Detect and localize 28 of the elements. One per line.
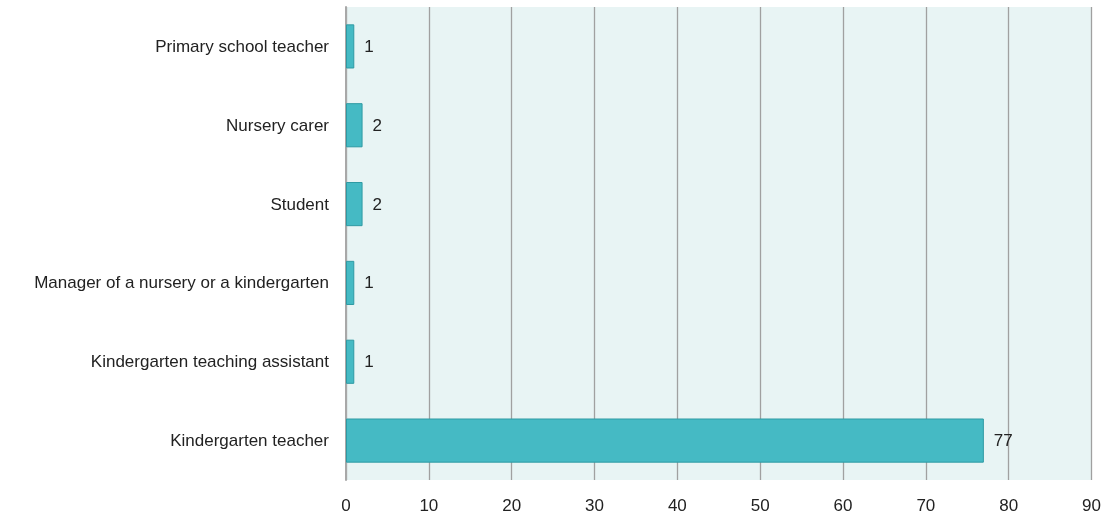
bar [346,339,355,384]
x-tick-label: 30 [585,496,604,515]
data-label: 77 [993,431,1013,451]
x-tick-label: 20 [502,496,522,515]
bar [346,103,363,148]
bar [346,418,984,463]
bar [346,260,355,305]
x-tick-label: 0 [341,496,351,515]
y-tick-label: Kindergarten teaching assistant [90,352,330,372]
data-label: 1 [364,36,374,56]
x-tick-label: 70 [916,496,936,515]
bar [346,24,355,69]
data-label: 1 [364,352,374,372]
x-tick-label: 40 [667,496,687,515]
data-label: 2 [372,194,383,214]
x-tick-label: 50 [750,496,770,515]
x-tick-label: 10 [419,496,439,515]
y-tick-label: Nursery carer [226,115,330,135]
y-tick-label: Student [270,194,330,214]
x-tick-label: 60 [833,496,853,515]
data-label: 1 [364,273,374,293]
x-tick-label: 90 [1082,496,1102,515]
y-tick-label: Manager of a nursery or a kindergarten [34,273,329,293]
bar [346,182,363,227]
y-tick-label: Kindergarten teacher [170,431,330,451]
y-tick-label: Primary school teacher [155,36,330,56]
x-tick-label: 80 [999,496,1019,515]
data-label: 2 [372,115,383,135]
